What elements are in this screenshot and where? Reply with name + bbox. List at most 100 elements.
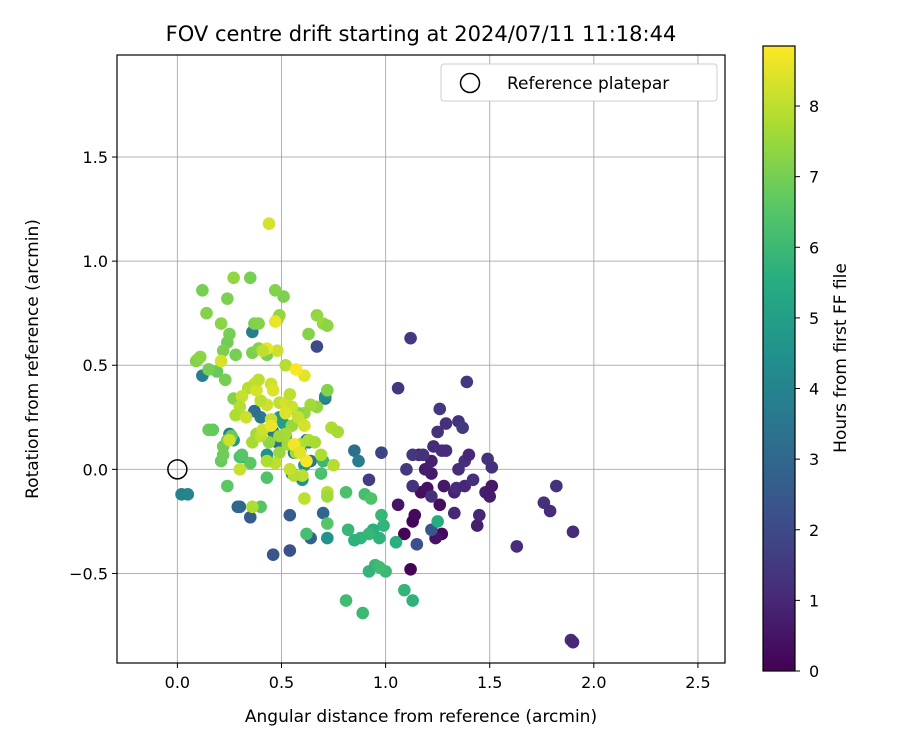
data-point [448, 506, 461, 520]
data-point [406, 479, 419, 493]
data-point [566, 635, 580, 649]
data-point [364, 492, 378, 505]
grid-lines [117, 55, 725, 663]
reference-platepar-marker [167, 459, 188, 480]
data-point [439, 444, 453, 457]
data-point [462, 448, 476, 462]
data-point [391, 381, 405, 395]
data-point [298, 419, 311, 432]
data-point [266, 383, 280, 397]
data-point [466, 473, 480, 487]
data-point [279, 358, 292, 372]
data-point [416, 448, 430, 462]
data-point [266, 548, 280, 562]
data-point [268, 283, 282, 297]
data-point [235, 390, 249, 403]
data-point [260, 471, 274, 484]
x-tick-label: 1.0 [373, 673, 398, 692]
data-point [543, 504, 557, 518]
x-tick-label: 0.0 [165, 673, 190, 692]
data-point [202, 363, 215, 376]
data-point [398, 527, 411, 541]
data-point [431, 425, 444, 439]
data-point [271, 344, 284, 357]
data-point [235, 448, 249, 462]
x-tick-label: 0.5 [269, 673, 294, 692]
data-point [510, 540, 524, 553]
data-point [327, 458, 340, 472]
colorbar-ticks: 0 1 2 3 4 5 6 7 8 [795, 97, 819, 681]
colorbar-tick-label: 0 [809, 662, 819, 681]
colorbar-tick-label: 1 [809, 591, 819, 610]
data-point [283, 463, 297, 476]
data-point [410, 538, 424, 551]
data-point [331, 425, 345, 439]
y-tick-label: 1.0 [83, 252, 108, 271]
x-tick-label: 2.5 [685, 673, 710, 692]
chart-title: FOV centre drift starting at 2024/07/11 … [166, 22, 677, 46]
data-point [375, 446, 388, 459]
data-point [229, 408, 242, 422]
data-point [391, 498, 405, 512]
data-point [321, 490, 334, 503]
data-point [550, 479, 563, 493]
data-point [233, 500, 247, 514]
data-point [252, 317, 265, 330]
legend-label: Reference platepar [507, 74, 669, 94]
colorbar-tick-label: 8 [809, 97, 819, 116]
y-axis-label: Rotation from reference (arcmin) [23, 219, 43, 499]
data-point [250, 383, 263, 397]
y-tick-label: 0.5 [83, 356, 108, 375]
data-point [485, 479, 499, 493]
data-point [375, 508, 388, 522]
data-point [293, 446, 307, 459]
data-point [566, 525, 580, 539]
data-point [196, 283, 209, 297]
data-point [373, 560, 386, 574]
data-point [456, 421, 469, 435]
data-point [348, 444, 361, 457]
data-point [400, 463, 413, 476]
data-point [433, 402, 447, 416]
y-tick-label: 0.0 [83, 460, 108, 479]
legend: Reference platepar [440, 63, 718, 102]
data-point [229, 348, 242, 362]
legend-marker-icon [459, 72, 481, 94]
data-point [314, 448, 328, 462]
plot-frame [116, 54, 726, 664]
data-point [233, 463, 247, 476]
data-point [439, 417, 453, 430]
data-point [470, 519, 484, 532]
data-point [425, 490, 438, 503]
data-point [260, 454, 274, 468]
data-point [279, 406, 292, 420]
data-point [273, 429, 286, 443]
data-point [321, 319, 334, 332]
data-point [223, 327, 236, 341]
data-point [243, 510, 257, 524]
colorbar-tick-label: 5 [809, 309, 819, 328]
data-point [262, 217, 276, 230]
data-point [221, 292, 234, 305]
data-point [252, 373, 265, 387]
data-point [218, 373, 232, 387]
data-point [321, 383, 334, 397]
data-point [485, 460, 499, 474]
data-point [216, 344, 230, 357]
plot-area-background [117, 55, 725, 663]
data-point [302, 327, 315, 341]
data-point [268, 315, 282, 328]
data-point [227, 271, 240, 285]
data-point [437, 479, 451, 493]
data-point [283, 388, 297, 401]
data-point [483, 490, 497, 503]
y-tick-label: 1.5 [83, 148, 108, 167]
data-point [181, 488, 195, 501]
data-point [316, 506, 330, 520]
data-point [273, 446, 286, 459]
data-point [243, 456, 257, 470]
colorbar-tick-label: 2 [809, 521, 819, 540]
data-point [356, 606, 369, 620]
y-axis-ticks: −0.5 0.0 0.5 1.0 1.5 [69, 148, 117, 583]
